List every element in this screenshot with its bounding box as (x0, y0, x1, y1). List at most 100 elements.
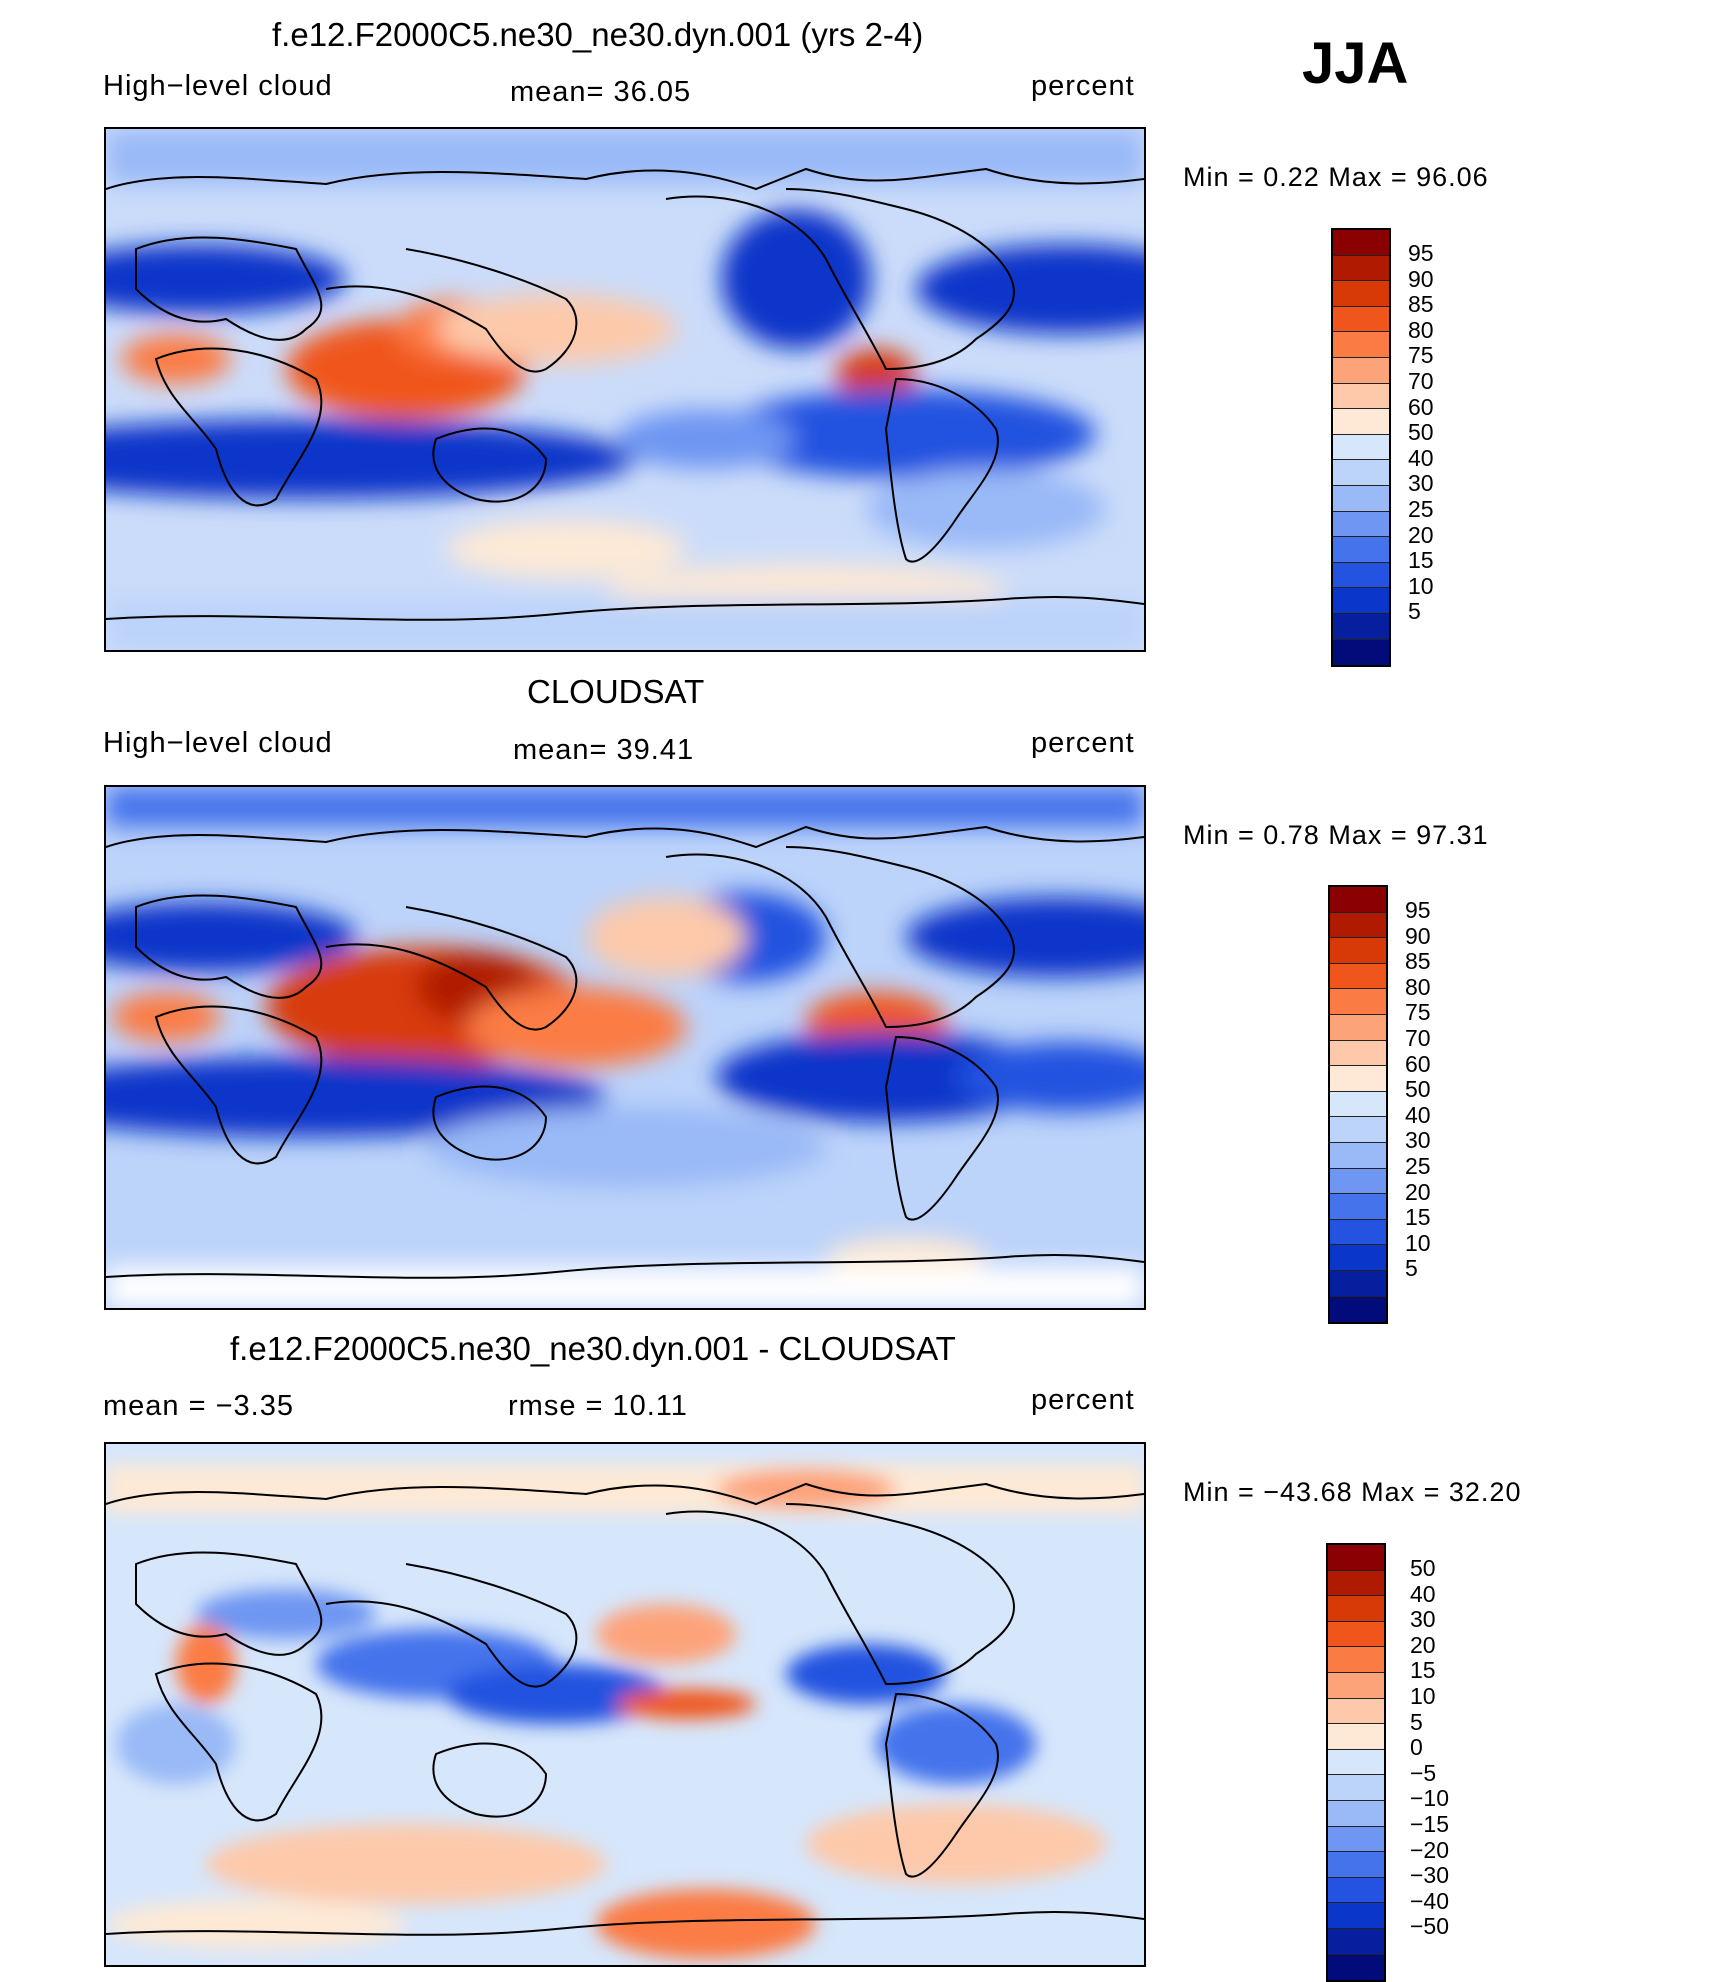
colorbar-tick-label: 85 (1405, 948, 1431, 975)
colorbar-swatch (1330, 1066, 1386, 1092)
panel2-mean-label: mean= 39.41 (513, 734, 695, 766)
colorbar-tick-label: 70 (1405, 1024, 1431, 1051)
season-label: JJA (1302, 31, 1409, 96)
colorbar-tick-label: 15 (1410, 1657, 1436, 1684)
colorbar-swatch (1333, 357, 1389, 384)
colorbar-tick-label: −40 (1410, 1887, 1450, 1914)
colorbar-tick-label: 85 (1408, 291, 1434, 318)
colorbar-swatch (1333, 281, 1389, 307)
panel1-mean-label: mean= 36.05 (510, 76, 692, 108)
colorbar-swatch (1330, 1168, 1386, 1195)
colorbar-swatch (1328, 1698, 1384, 1725)
colorbar-tick-label: 50 (1408, 419, 1434, 446)
colorbar-tick-label: 60 (1405, 1050, 1431, 1077)
colorbar-swatch (1330, 1142, 1386, 1169)
colorbar-swatch (1333, 485, 1389, 512)
colorbar-tick-label: 75 (1408, 342, 1434, 369)
panel1-title: f.e12.F2000C5.ne30_ne30.dyn.001 (yrs 2-4… (272, 16, 924, 53)
colorbar-swatch (1333, 639, 1389, 666)
colorbar-swatch (1328, 1621, 1384, 1648)
colorbar-swatch (1328, 1775, 1384, 1801)
colorbar-tick-label: 10 (1410, 1682, 1436, 1709)
colorbar-swatch (1333, 255, 1389, 282)
colorbar-tick-label: 15 (1408, 547, 1434, 574)
panel1-units-label: percent (1031, 70, 1135, 102)
colorbar-swatch (1330, 963, 1386, 990)
panel1-coastlines (106, 167, 1144, 621)
colorbar-swatch (1330, 1014, 1386, 1041)
colorbar-swatch (1328, 1570, 1384, 1597)
panel2-colorbar (1328, 885, 1388, 1325)
panel3-map-canvas (106, 1444, 1144, 1965)
colorbar-swatch (1333, 409, 1389, 435)
colorbar-tick-label: −30 (1410, 1862, 1450, 1889)
colorbar-tick-label: 50 (1405, 1076, 1431, 1103)
colorbar-tick-label: 20 (1405, 1178, 1431, 1205)
colorbar-tick-label: −5 (1410, 1759, 1437, 1786)
colorbar-tick-label: 95 (1408, 240, 1434, 266)
colorbar-tick-label: 40 (1405, 1101, 1431, 1128)
colorbar-tick-label: −15 (1410, 1810, 1450, 1837)
colorbar-swatch (1328, 1928, 1384, 1955)
colorbar-tick-label: 90 (1405, 922, 1431, 949)
panel3-mean-label: mean = −3.35 (103, 1390, 294, 1422)
panel2-variable-label: High−level cloud (103, 727, 333, 759)
colorbar-swatch (1330, 1270, 1386, 1297)
colorbar-swatch (1333, 383, 1389, 410)
colorbar-swatch (1328, 1647, 1384, 1673)
colorbar-swatch (1333, 537, 1389, 563)
panel1-colorbar-labels: 95 90 85 80 75 70 60 50 40 30 25 20 15 10 5 (1408, 240, 1434, 625)
colorbar-swatch (1330, 1296, 1386, 1323)
colorbar-tick-label: 0 (1410, 1734, 1423, 1761)
panel2-units-label: percent (1031, 727, 1135, 759)
colorbar-swatch (1330, 912, 1386, 939)
panel2-title: CLOUDSAT (527, 673, 705, 710)
colorbar-tick-label: 60 (1408, 393, 1434, 420)
panel3-units-label: percent (1031, 1384, 1135, 1416)
panel1-colorbar (1331, 228, 1391, 668)
colorbar-swatch (1333, 588, 1389, 614)
panel2-map-canvas (106, 787, 1144, 1308)
colorbar-swatch (1330, 989, 1386, 1015)
colorbar-tick-label: 95 (1405, 897, 1431, 923)
colorbar-tick-label: 5 (1408, 598, 1421, 625)
colorbar-swatch (1333, 306, 1389, 333)
colorbar-swatch (1333, 460, 1389, 486)
colorbar-swatch (1328, 1826, 1384, 1853)
colorbar-swatch (1333, 434, 1389, 461)
colorbar-tick-label: 10 (1405, 1229, 1431, 1256)
colorbar-swatch (1328, 1749, 1384, 1776)
colorbar-tick-label: 40 (1410, 1580, 1436, 1607)
colorbar-swatch (1330, 887, 1386, 913)
colorbar-swatch (1328, 1596, 1384, 1622)
colorbar-tick-label: 75 (1405, 999, 1431, 1026)
colorbar-swatch (1333, 230, 1389, 256)
colorbar-swatch (1333, 613, 1389, 640)
colorbar-tick-label: 20 (1408, 521, 1434, 548)
panel1-variable-label: High−level cloud (103, 70, 333, 102)
panel2-coastlines (106, 825, 1144, 1279)
colorbar-tick-label: 30 (1408, 470, 1434, 497)
panel1-map (104, 127, 1146, 652)
panel3-minmax: Min = −43.68 Max = 32.20 (1183, 1477, 1522, 1507)
colorbar-tick-label: 25 (1408, 495, 1434, 522)
colorbar-tick-label: −10 (1410, 1785, 1450, 1812)
colorbar-swatch (1328, 1800, 1384, 1827)
colorbar-swatch (1328, 1724, 1384, 1750)
colorbar-tick-label: 30 (1410, 1606, 1436, 1633)
panel2-minmax: Min = 0.78 Max = 97.31 (1183, 820, 1489, 850)
colorbar-swatch (1333, 332, 1389, 358)
colorbar-swatch (1330, 1040, 1386, 1067)
panel2-colorbar-labels: 95 90 85 80 75 70 60 50 40 30 25 20 15 10 5 (1405, 897, 1431, 1282)
colorbar-tick-label: −50 (1410, 1913, 1450, 1940)
colorbar-swatch (1333, 511, 1389, 538)
panel2-map (104, 785, 1146, 1310)
colorbar-swatch (1330, 938, 1386, 964)
panel3-colorbar (1326, 1543, 1386, 1982)
colorbar-tick-label: 30 (1405, 1127, 1431, 1154)
colorbar-tick-label: 5 (1405, 1255, 1418, 1282)
panel1-minmax: Min = 0.22 Max = 96.06 (1183, 162, 1489, 192)
colorbar-tick-label: 20 (1410, 1631, 1436, 1658)
colorbar-tick-label: 5 (1410, 1708, 1423, 1735)
panel3-map (104, 1442, 1146, 1967)
